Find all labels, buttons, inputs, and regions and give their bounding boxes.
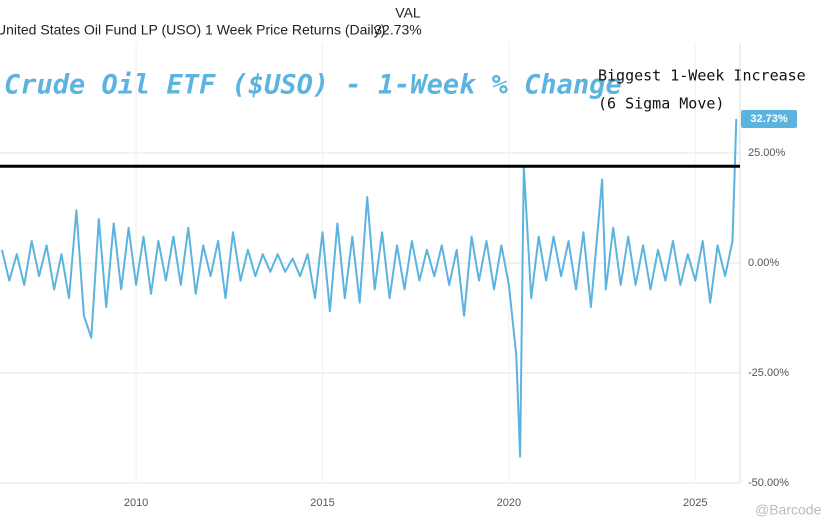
header-column: VAL <box>395 5 421 21</box>
y-tick-label: -25.00% <box>748 367 789 379</box>
annotation: Biggest 1-Week Increase <box>598 67 806 85</box>
y-tick-label: 25.00% <box>748 147 786 159</box>
header-value: 32.73% <box>374 22 421 38</box>
x-tick-label: 2020 <box>497 497 521 509</box>
x-tick-label: 2025 <box>683 497 707 509</box>
data-line <box>0 118 738 458</box>
header-series: United States Oil Fund LP (USO) 1 Week P… <box>0 22 385 38</box>
grid <box>0 43 740 484</box>
end-label-box <box>741 109 797 128</box>
chart-title: Crude Oil ETF ($USO) - 1-Week % Change <box>4 70 622 101</box>
y-tick-label: 0.00% <box>748 257 779 269</box>
watermark: @Barcode <box>755 502 822 518</box>
x-tick-label: 2015 <box>310 497 334 509</box>
x-tick-label: 2010 <box>124 497 148 509</box>
annotation: (6 Sigma Move) <box>598 95 724 113</box>
y-tick-label: -50.00% <box>748 477 789 489</box>
end-label: 32.73% <box>750 113 788 125</box>
